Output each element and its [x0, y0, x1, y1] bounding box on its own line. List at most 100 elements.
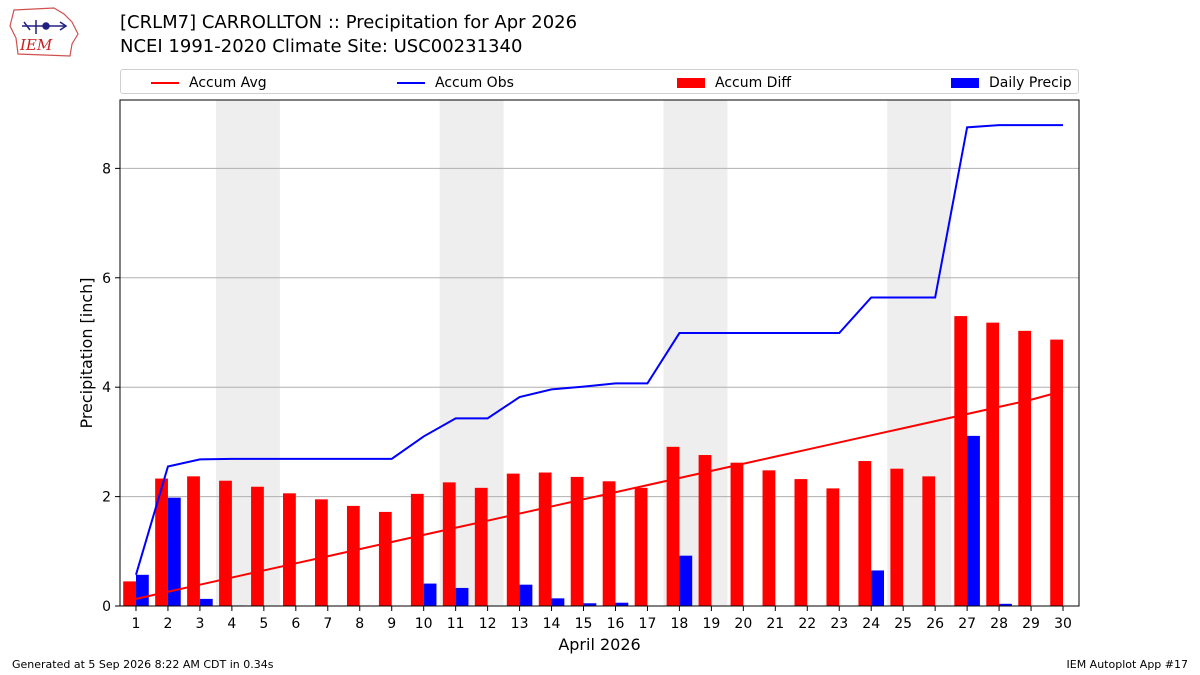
daily-precip-bar [135, 574, 149, 606]
x-tick-label: 10 [415, 616, 433, 632]
daily-precip-bar [615, 602, 629, 606]
accum-diff-bar [986, 322, 1000, 606]
accum-diff-bar [410, 493, 424, 606]
accum-diff-bar [954, 316, 968, 606]
daily-precip-bar [423, 583, 437, 606]
chart-title: [CRLM7] CARROLLTON :: Precipitation for … [120, 12, 578, 33]
x-tick-label: 23 [830, 616, 848, 632]
legend-item-accum-obs: Accum Obs [397, 70, 514, 95]
legend-item-daily-precip: Daily Precip [951, 70, 1072, 95]
accum-avg-line [135, 390, 1064, 600]
x-tick-label: 21 [766, 616, 784, 632]
x-tick-label: 29 [1022, 616, 1040, 632]
weekend-band [887, 100, 952, 606]
accum-diff-bar [474, 487, 488, 606]
x-tick-label: 18 [671, 616, 689, 632]
x-tick-label: 30 [1054, 616, 1072, 632]
x-tick-label: 26 [926, 616, 944, 632]
x-tick-label: 5 [259, 616, 268, 632]
accum-diff-bar [1050, 339, 1064, 606]
accum-diff-bar [922, 476, 936, 606]
accum-diff-bar [762, 470, 776, 606]
weather-vane-icon [22, 20, 68, 34]
x-tick-label: 19 [702, 616, 720, 632]
y-tick-label: 0 [102, 599, 111, 615]
accum-diff-bar [634, 487, 648, 606]
accum-diff-bar [187, 476, 200, 606]
x-axis-label: April 2026 [558, 635, 640, 654]
y-tick-label: 4 [102, 380, 111, 396]
accum-diff-bar [346, 505, 360, 606]
accum-diff-bar [251, 486, 264, 606]
daily-precip-bar [455, 587, 469, 606]
accum-diff-bar [794, 479, 808, 606]
daily-precip-bar [871, 570, 885, 606]
x-tick-label: 20 [734, 616, 752, 632]
x-tick-label: 4 [227, 616, 236, 632]
x-tick-label: 28 [990, 616, 1008, 632]
legend-swatch [677, 77, 705, 88]
x-tick-label: 16 [607, 616, 625, 632]
accum-diff-bar [730, 462, 744, 606]
legend-swatch [151, 81, 179, 84]
x-tick-label: 8 [355, 616, 364, 632]
weekend-band [215, 100, 280, 606]
legend-item-accum-diff: Accum Diff [677, 70, 791, 95]
accum-diff-bar [123, 581, 136, 606]
daily-precip-bar [231, 605, 245, 607]
accum-diff-bar [314, 499, 328, 606]
daily-precip-bar [199, 598, 213, 606]
legend-swatch [951, 77, 979, 88]
x-tick-label: 14 [543, 616, 561, 632]
chart-subtitle: NCEI 1991-2020 Climate Site: USC00231340 [120, 36, 523, 57]
y-tick-label: 8 [102, 161, 111, 177]
x-tick-label: 25 [894, 616, 912, 632]
legend-label: Daily Precip [989, 74, 1072, 91]
iem-logo: IEM [9, 7, 79, 57]
daily-precip-bar [583, 603, 597, 606]
accum-diff-bar [378, 511, 392, 606]
logo-text: IEM [19, 36, 53, 54]
weekend-band [439, 100, 504, 606]
x-tick-label: 22 [798, 616, 816, 632]
bars [123, 316, 1064, 607]
accum-diff-bar [219, 480, 232, 606]
x-tick-label: 12 [479, 616, 497, 632]
x-tick-label: 7 [323, 616, 332, 632]
daily-precip-bar [519, 584, 533, 606]
accum-obs-line [135, 124, 1064, 576]
plot-frame [119, 99, 1080, 607]
app-footer: IEM Autoplot App #17 [1066, 658, 1189, 671]
legend-label: Accum Obs [435, 74, 514, 91]
chart-legend: Accum Avg Accum Obs Accum Diff Daily Precip [120, 69, 1079, 94]
x-tick-label: 1 [132, 616, 141, 632]
y-axis-label: Precipitation [inch] [77, 277, 96, 428]
legend-label: Accum Avg [189, 74, 267, 91]
legend-item-accum-avg: Accum Avg [151, 70, 267, 95]
y-tick-label: 6 [102, 271, 111, 287]
accum-diff-bar [506, 473, 520, 606]
x-tick-label: 3 [195, 616, 204, 632]
accum-diff-bar [570, 476, 584, 606]
generated-footer: Generated at 5 Sep 2026 8:22 AM CDT in 0… [12, 658, 274, 671]
x-tick-label: 2 [163, 616, 172, 632]
accum-diff-bar [283, 493, 296, 606]
gridlines [120, 167, 1079, 498]
x-tick-label: 6 [291, 616, 300, 632]
x-tick-label: 13 [511, 616, 529, 632]
x-tick-label: 24 [862, 616, 880, 632]
accum-diff-bar [602, 481, 616, 606]
daily-precip-bar [999, 603, 1012, 606]
daily-precip-bar [167, 497, 181, 606]
x-tick-label: 17 [639, 616, 657, 632]
x-tick-label: 27 [958, 616, 976, 632]
x-tick-label: 9 [387, 616, 396, 632]
accum-diff-bar [826, 488, 840, 606]
accum-diff-bar [155, 478, 168, 606]
y-tick-label: 2 [102, 490, 111, 506]
x-tick-label: 15 [575, 616, 593, 632]
legend-label: Accum Diff [715, 74, 792, 91]
accum-diff-bar [666, 446, 680, 606]
